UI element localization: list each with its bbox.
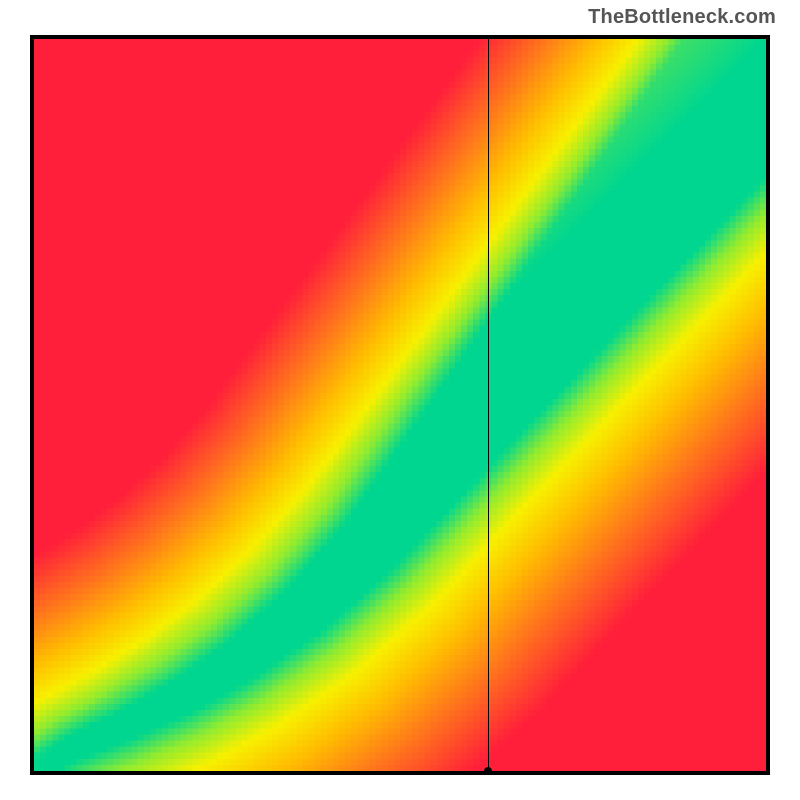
watermark-text: TheBottleneck.com [588,6,776,29]
heatmap-canvas [34,39,766,771]
heatmap-chart [30,35,770,775]
page-container: TheBottleneck.com [0,0,800,800]
